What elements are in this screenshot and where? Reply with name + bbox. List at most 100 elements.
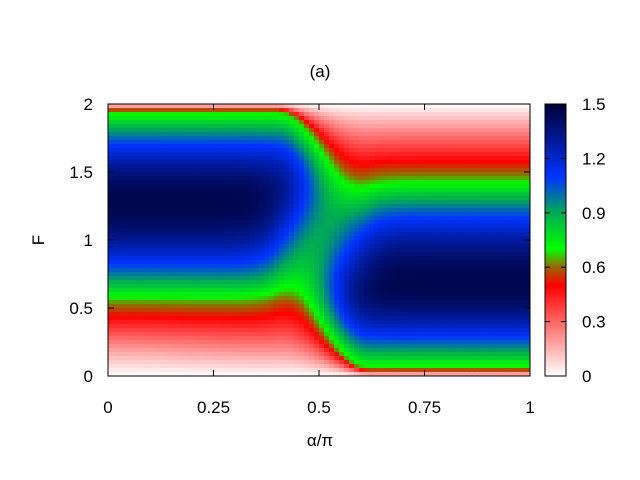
heatmap-cell: [459, 364, 466, 369]
heatmap-cell: [369, 204, 375, 209]
heatmap-cell: [308, 156, 315, 161]
heatmap-cell: [364, 264, 370, 269]
heatmap-cell: [153, 216, 159, 221]
heatmap-cell: [108, 276, 114, 281]
heatmap-cell: [268, 308, 275, 313]
heatmap-cell: [223, 292, 230, 297]
heatmap-cell: [208, 264, 215, 269]
heatmap-cell: [223, 252, 230, 257]
heatmap-cell: [148, 264, 154, 269]
heatmap-cell: [258, 228, 265, 233]
heatmap-cell: [173, 256, 179, 261]
heatmap-cell: [298, 116, 305, 121]
heatmap-cell: [329, 340, 335, 345]
heatmap-cell: [308, 168, 315, 173]
heatmap-cell: [394, 340, 400, 345]
heatmap-cell: [168, 244, 174, 249]
heatmap-cell: [379, 180, 385, 185]
heatmap-cell: [198, 364, 205, 369]
heatmap-cell: [238, 352, 245, 357]
heatmap-cell: [203, 360, 210, 365]
heatmap-cell: [153, 240, 159, 245]
heatmap-cell: [469, 224, 476, 229]
heatmap-cell: [133, 360, 139, 365]
heatmap-cell: [273, 256, 280, 261]
heatmap-cell: [324, 112, 330, 117]
heatmap-cell: [163, 132, 169, 137]
heatmap-cell: [434, 140, 441, 145]
heatmap-cell: [419, 224, 426, 229]
heatmap-cell: [123, 360, 129, 365]
heatmap-cell: [389, 132, 395, 137]
heatmap-cell: [298, 372, 305, 376]
heatmap-cell: [439, 232, 446, 237]
heatmap-cell: [198, 188, 205, 193]
heatmap-cell: [379, 224, 385, 229]
heatmap-cell: [148, 228, 154, 233]
heatmap-cell: [454, 280, 461, 285]
heatmap-cell: [414, 372, 421, 376]
heatmap-cell: [459, 212, 466, 217]
heatmap-cell: [278, 212, 285, 217]
heatmap-cell: [359, 296, 365, 301]
heatmap-cell: [178, 344, 184, 349]
heatmap-cell: [113, 200, 119, 205]
heatmap-cell: [344, 240, 350, 245]
heatmap-cell: [268, 144, 275, 149]
heatmap-cell: [118, 116, 124, 121]
heatmap-cell: [178, 348, 184, 353]
heatmap-cell: [238, 228, 245, 233]
heatmap-cell: [148, 116, 154, 121]
heatmap-cell: [198, 104, 205, 109]
heatmap-cell: [474, 164, 481, 169]
heatmap-cell: [409, 136, 416, 141]
heatmap-cell: [374, 240, 380, 245]
heatmap-cell: [268, 268, 275, 273]
heatmap-cell: [454, 156, 461, 161]
heatmap-cell: [298, 192, 305, 197]
heatmap-cell: [268, 236, 275, 241]
heatmap-cell: [263, 292, 270, 297]
heatmap-cell: [303, 196, 310, 201]
heatmap-cell: [253, 308, 260, 313]
heatmap-cell: [133, 136, 139, 141]
heatmap-cell: [334, 244, 340, 249]
heatmap-cell: [303, 160, 310, 165]
heatmap-cell: [163, 252, 169, 257]
heatmap-cell: [364, 304, 370, 309]
heatmap-cell: [354, 172, 360, 177]
heatmap-cell: [409, 144, 416, 149]
heatmap-cell: [203, 348, 210, 353]
heatmap-cell: [118, 240, 124, 245]
heatmap-cell: [158, 164, 164, 169]
heatmap-cell: [324, 248, 330, 253]
heatmap-cell: [143, 208, 149, 213]
heatmap-cell: [389, 156, 395, 161]
heatmap-cell: [354, 252, 360, 257]
heatmap-cell: [303, 312, 310, 317]
heatmap-cell: [359, 332, 365, 337]
heatmap-cell: [108, 324, 114, 329]
heatmap-cell: [138, 112, 144, 117]
heatmap-cell: [133, 120, 139, 125]
heatmap-cell: [454, 148, 461, 153]
heatmap-cell: [163, 248, 169, 253]
heatmap-cell: [429, 164, 436, 169]
heatmap-cell: [469, 248, 476, 253]
heatmap-cell: [208, 252, 215, 257]
heatmap-cell: [243, 260, 250, 265]
heatmap-cell: [288, 128, 295, 133]
heatmap-cell: [253, 172, 260, 177]
heatmap-cell: [243, 364, 250, 369]
heatmap-cell: [253, 316, 260, 321]
heatmap-cell: [248, 304, 255, 309]
heatmap-cell: [148, 328, 154, 333]
heatmap-cell: [258, 256, 265, 261]
heatmap-cell: [298, 368, 305, 373]
heatmap-cell: [283, 300, 290, 305]
heatmap-cell: [399, 232, 405, 237]
heatmap-cell: [334, 168, 340, 173]
heatmap-cell: [208, 152, 215, 157]
heatmap-cell: [329, 132, 335, 137]
heatmap-cell: [268, 296, 275, 301]
